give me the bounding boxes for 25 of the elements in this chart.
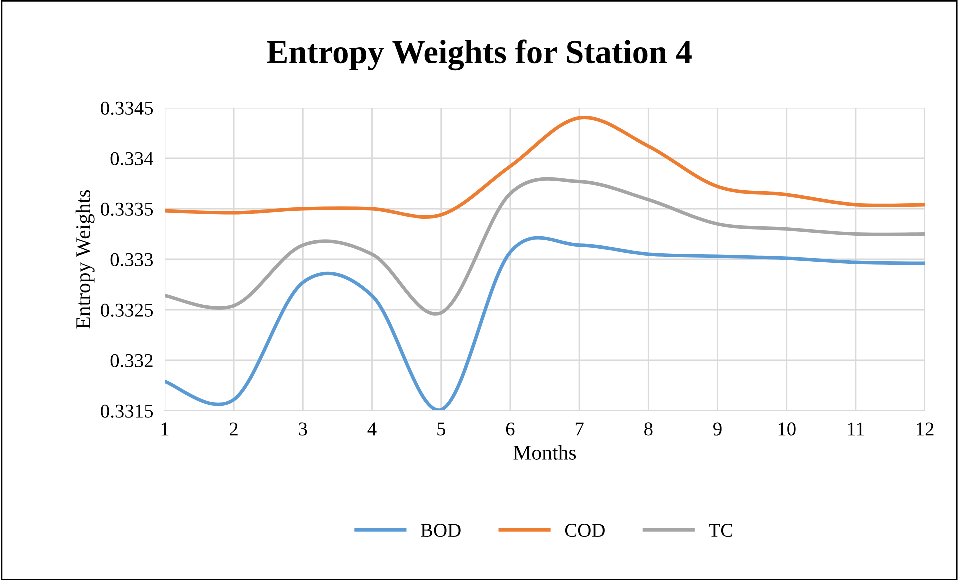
- y-tick-label: 0.334: [110, 152, 154, 166]
- y-tick-label: 0.3325: [101, 304, 154, 318]
- x-axis-title: Months: [514, 445, 576, 460]
- x-tick-label: 6: [506, 422, 515, 436]
- x-tick-label: 8: [644, 422, 653, 436]
- x-tick-label: 9: [714, 422, 722, 436]
- legend-label: TC: [709, 524, 733, 538]
- y-tick-label: 0.333: [110, 253, 154, 267]
- x-tick-label: 2: [230, 422, 238, 436]
- x-tick-label: 1: [162, 422, 169, 436]
- y-axis-title: Entropy Weights: [76, 190, 95, 329]
- legend-label: BOD: [421, 524, 461, 538]
- y-tick-label: 0.3315: [101, 404, 154, 418]
- x-tick-label: 3: [299, 422, 308, 436]
- x-tick-label: 11: [848, 422, 864, 436]
- x-tick-label: 4: [368, 422, 377, 436]
- legend-label: COD: [565, 524, 605, 538]
- x-tick-label: 7: [576, 422, 584, 436]
- chart-title: Entropy Weights for Station 4: [267, 40, 692, 71]
- x-tick-label: 5: [438, 422, 446, 436]
- y-tick-label: 0.3335: [101, 202, 154, 216]
- y-tick-label: 0.332: [110, 354, 153, 368]
- x-tick-label: 10: [778, 422, 796, 436]
- y-tick-label: 0.3345: [101, 102, 154, 116]
- x-tick-label: 12: [917, 422, 934, 436]
